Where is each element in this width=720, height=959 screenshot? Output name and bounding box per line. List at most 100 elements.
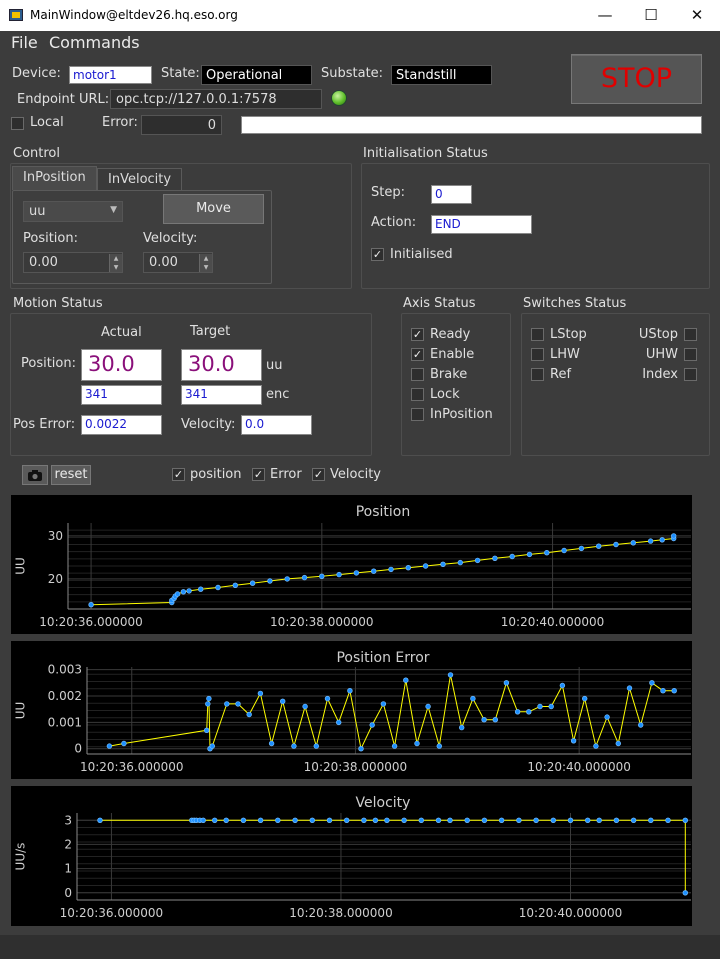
data-point xyxy=(336,571,342,578)
data-point xyxy=(514,709,521,715)
data-point xyxy=(593,743,599,749)
data-point xyxy=(347,687,353,694)
data-point xyxy=(544,549,550,556)
switch-ref-checkbox[interactable] xyxy=(531,368,544,381)
switches-status-group xyxy=(521,313,710,456)
device-field[interactable]: motor1 xyxy=(69,66,152,84)
toggle-position-label: position xyxy=(190,467,242,482)
data-point xyxy=(626,685,633,691)
data-point xyxy=(388,566,394,573)
spin-up-icon[interactable]: ▲ xyxy=(109,254,122,263)
data-point xyxy=(240,817,247,823)
data-point xyxy=(97,817,103,823)
data-point xyxy=(215,584,221,591)
chevron-down-icon: ▼ xyxy=(110,205,117,215)
axis-status-title: Axis Status xyxy=(403,296,476,311)
menu-bar: File Commands xyxy=(0,31,720,55)
axis-inposition-checkbox[interactable] xyxy=(411,408,424,421)
x-tick-label: 10:20:38.000000 xyxy=(304,760,408,774)
control-group xyxy=(10,163,352,289)
menu-commands[interactable]: Commands xyxy=(49,33,140,52)
unit-select[interactable]: uu ▼ xyxy=(23,201,123,222)
switch-lhw-label: LHW xyxy=(550,347,580,362)
data-point xyxy=(209,743,216,749)
y-tick-label: 0.001 xyxy=(48,715,82,729)
data-point xyxy=(561,547,567,554)
position-error-plot[interactable]: Position Error UU 0 0.001 0.002 0.003 10:20:36… xyxy=(11,641,692,779)
data-point xyxy=(659,537,665,543)
initialised-checkbox[interactable]: ✓ xyxy=(371,248,384,261)
actual-position-field: 30.0 xyxy=(81,349,162,381)
error-code-field: 0 xyxy=(141,115,222,135)
data-point xyxy=(249,580,256,586)
data-point xyxy=(435,817,442,823)
endpoint-field[interactable]: opc.tcp://127.0.0.1:7578 xyxy=(110,89,322,109)
data-point xyxy=(267,578,273,584)
axis-ready-checkbox[interactable]: ✓ xyxy=(411,328,424,341)
axis-enable-checkbox[interactable]: ✓ xyxy=(411,348,424,361)
data-point xyxy=(516,817,522,823)
x-tick-label: 10:20:36.000000 xyxy=(60,906,164,920)
local-checkbox[interactable] xyxy=(11,117,24,130)
switch-lstop-checkbox[interactable] xyxy=(531,328,544,341)
position-spinbox[interactable]: 0.00 ▲ ▼ xyxy=(23,252,123,273)
switch-index-label: Index xyxy=(642,367,678,382)
axis-brake-checkbox[interactable] xyxy=(411,368,424,381)
data-point xyxy=(309,817,315,823)
data-point xyxy=(481,817,488,823)
data-point xyxy=(649,680,655,686)
toggle-velocity-checkbox[interactable]: ✓ xyxy=(312,468,325,481)
data-point xyxy=(313,743,319,749)
data-point xyxy=(369,722,375,728)
menu-file[interactable]: File xyxy=(11,33,38,52)
device-label: Device: xyxy=(12,66,61,81)
tab-invelocity[interactable]: InVelocity xyxy=(97,168,183,192)
maximize-button[interactable]: ☐ xyxy=(644,6,658,24)
minimize-button[interactable]: — xyxy=(597,6,613,24)
data-point xyxy=(526,709,532,715)
data-point xyxy=(186,588,192,594)
spin-up-icon[interactable]: ▲ xyxy=(199,254,212,263)
unit-select-value: uu xyxy=(29,204,46,219)
chart-title: Velocity xyxy=(356,795,411,811)
step-field: 0 xyxy=(431,185,472,204)
data-point xyxy=(447,672,454,678)
velocity-plot[interactable]: Velocity UU/s 0 1 2 3 10:20:36.000000 10:20:38.… xyxy=(11,786,692,926)
data-point xyxy=(391,743,398,749)
velocity-spinbox[interactable]: 0.00 ▲ ▼ xyxy=(143,252,213,273)
toggle-error-checkbox[interactable]: ✓ xyxy=(252,468,265,481)
switch-index-checkbox[interactable] xyxy=(684,368,697,381)
spin-down-icon[interactable]: ▼ xyxy=(109,263,122,272)
axis-status-group xyxy=(401,313,511,456)
state-field: Operational xyxy=(201,65,312,85)
tab-inposition[interactable]: InPosition xyxy=(12,166,97,190)
close-button[interactable]: ✕ xyxy=(690,6,704,24)
move-button[interactable]: Move xyxy=(163,194,264,224)
data-point xyxy=(470,695,476,702)
switch-uhw-checkbox[interactable] xyxy=(684,348,697,361)
position-unit-label: uu xyxy=(266,358,283,373)
initialised-label: Initialised xyxy=(390,247,453,262)
switch-lhw-checkbox[interactable] xyxy=(531,348,544,361)
data-point xyxy=(212,817,218,823)
axis-inposition-label: InPosition xyxy=(430,407,493,422)
toggle-position-checkbox[interactable]: ✓ xyxy=(172,468,185,481)
data-point xyxy=(533,817,539,823)
screenshot-button[interactable] xyxy=(22,465,48,485)
actual-header: Actual xyxy=(101,325,142,340)
data-point xyxy=(223,817,229,823)
data-point xyxy=(246,711,252,718)
app-icon xyxy=(9,9,23,21)
spin-down-icon[interactable]: ▼ xyxy=(199,263,212,272)
reset-button[interactable]: reset xyxy=(51,465,91,485)
data-point xyxy=(232,582,239,589)
axis-lock-checkbox[interactable] xyxy=(411,388,424,401)
y-axis-label: UU xyxy=(14,557,28,575)
data-point xyxy=(198,586,204,592)
stop-button[interactable]: STOP xyxy=(571,54,702,104)
data-point xyxy=(206,695,212,702)
position-plot[interactable]: Position UU 20 30 10:20:36.000000 10:20:38.00… xyxy=(11,495,692,634)
switch-ustop-checkbox[interactable] xyxy=(684,328,697,341)
switch-lstop-label: LStop xyxy=(550,327,587,342)
data-point xyxy=(595,543,602,549)
